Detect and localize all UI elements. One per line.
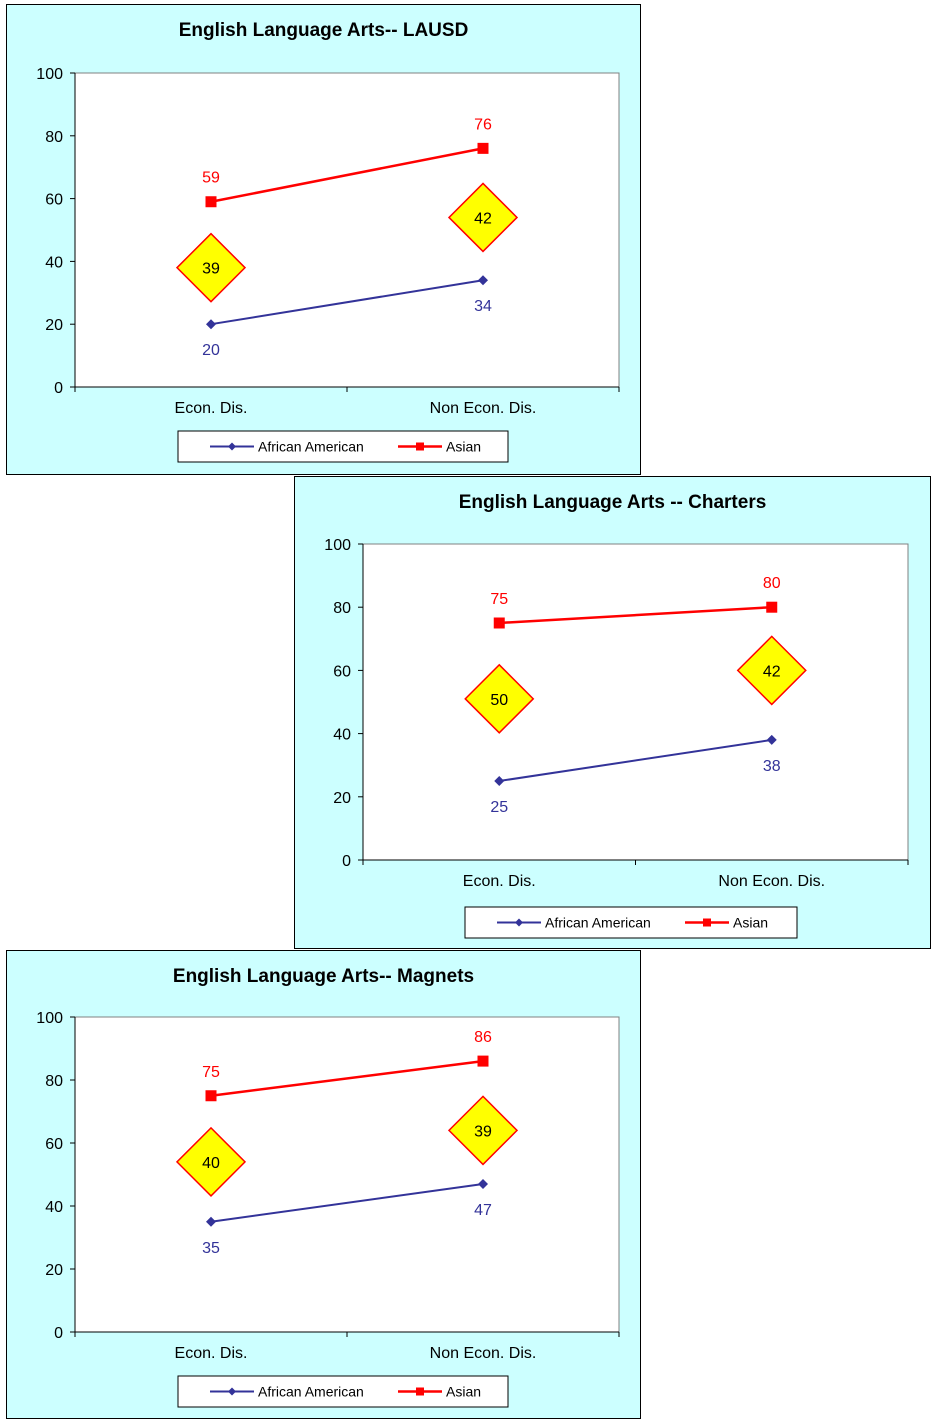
legend-marker-asian <box>416 1387 424 1396</box>
data-label-african-american: 20 <box>202 342 220 359</box>
x-tick-label: Non Econ. Dis. <box>430 1345 537 1362</box>
data-label-asian: 75 <box>490 591 508 608</box>
y-tick-label: 20 <box>333 790 351 807</box>
series-line-african-american <box>210 1182 484 1223</box>
gap-label: 39 <box>202 261 220 278</box>
y-tick-label: 60 <box>333 663 351 680</box>
data-point-african-american <box>478 1178 488 1189</box>
legend-label-african-american: African American <box>258 1384 364 1400</box>
gap-diamond <box>736 635 807 706</box>
series-line-african-american <box>210 279 484 326</box>
data-point-asian <box>205 1090 217 1102</box>
plot-area <box>74 72 620 388</box>
gap-label: 42 <box>474 210 492 227</box>
legend-marker-asian <box>703 918 711 927</box>
data-point-african-american <box>206 319 216 330</box>
chart-title: English Language Arts -- Charters <box>459 492 767 513</box>
legend-box <box>177 430 509 463</box>
gap-label: 50 <box>490 692 508 709</box>
chart-svg-magnets: English Language Arts-- Magnets 0 20 40 60 80… <box>36 966 620 1408</box>
y-tick-label: 40 <box>333 727 351 744</box>
data-point-asian <box>205 196 217 208</box>
legend-label-african-american: African American <box>258 439 364 455</box>
gap-label: 39 <box>474 1123 492 1140</box>
data-label-asian: 80 <box>763 575 781 592</box>
y-tick-label: 40 <box>45 254 63 271</box>
gap-diamond <box>175 232 247 303</box>
y-tick-label: 100 <box>324 537 351 554</box>
legend-marker-african-american <box>515 918 523 927</box>
chart-title: English Language Arts-- Magnets <box>173 966 474 987</box>
legend-label-asian: Asian <box>733 915 768 931</box>
data-point-african-american <box>478 275 488 286</box>
data-label-asian: 76 <box>474 116 492 133</box>
x-tick-label: Econ. Dis. <box>175 1345 248 1362</box>
legend-box <box>177 1375 509 1408</box>
legend-label-asian: Asian <box>446 439 481 455</box>
chart-title: English Language Arts-- LAUSD <box>179 20 469 41</box>
x-tick-label: Non Econ. Dis. <box>430 400 537 417</box>
data-point-african-american <box>494 776 505 786</box>
data-point-asian <box>493 617 505 629</box>
chart-panel-magnets: English Language Arts-- Magnets 0 20 40 60 80… <box>6 950 641 1419</box>
y-tick-label: 40 <box>45 1199 63 1216</box>
gap-diamond <box>447 1095 519 1166</box>
data-point-asian <box>477 1055 489 1067</box>
data-point-african-american <box>766 734 777 745</box>
y-tick-label: 80 <box>45 129 63 146</box>
data-label-asian: 75 <box>202 1064 220 1081</box>
y-tick-label: 60 <box>45 1136 63 1153</box>
series-line-asian <box>210 147 484 203</box>
data-point-african-american <box>206 1216 216 1227</box>
legend-label-african-american: African American <box>545 915 651 931</box>
gap-label: 42 <box>763 663 781 680</box>
y-tick-label: 0 <box>54 380 63 397</box>
series-line-asian <box>210 1059 484 1097</box>
y-tick-label: 80 <box>45 1073 63 1090</box>
y-tick-label: 0 <box>342 853 351 870</box>
y-tick-label: 60 <box>45 192 63 209</box>
legend-marker-african-american <box>228 442 236 451</box>
series-line-african-american <box>499 738 772 782</box>
legend-marker-asian <box>416 442 424 451</box>
data-point-asian <box>766 601 778 613</box>
gap-diamond <box>464 663 535 734</box>
data-point-asian <box>477 142 489 154</box>
chart-panel-charters: English Language Arts -- Charters 0 20 40 60… <box>294 476 931 949</box>
y-tick-label: 80 <box>333 600 351 617</box>
legend-marker-african-american <box>228 1387 236 1396</box>
data-label-african-american: 35 <box>202 1240 220 1257</box>
y-tick-label: 100 <box>36 1010 63 1027</box>
gap-diamond <box>447 182 519 253</box>
gap-diamond <box>175 1126 247 1197</box>
y-tick-label: 20 <box>45 1262 63 1279</box>
x-tick-label: Econ. Dis. <box>175 400 248 417</box>
chart-svg-lausd: English Language Arts-- LAUSD 0 20 40 60 80 10… <box>36 20 620 463</box>
y-tick-label: 20 <box>45 317 63 334</box>
x-tick-label: Econ. Dis. <box>463 873 536 890</box>
data-label-african-american: 34 <box>474 298 492 315</box>
data-label-african-american: 47 <box>474 1202 492 1219</box>
gap-label: 40 <box>202 1155 220 1172</box>
plot-area <box>74 1016 620 1333</box>
series-line-asian <box>499 605 772 625</box>
data-label-asian: 59 <box>202 170 220 187</box>
data-label-african-american: 25 <box>490 799 508 816</box>
chart-svg-charters: English Language Arts -- Charters 0 20 40 60… <box>324 492 909 939</box>
chart-panel-lausd: English Language Arts-- LAUSD 0 20 40 60 80 10… <box>6 4 641 475</box>
y-tick-label: 0 <box>54 1325 63 1342</box>
x-tick-label: Non Econ. Dis. <box>718 873 825 890</box>
y-tick-label: 100 <box>36 66 63 83</box>
data-label-asian: 86 <box>474 1029 492 1046</box>
legend-label-asian: Asian <box>446 1384 481 1400</box>
data-label-african-american: 38 <box>763 758 781 775</box>
plot-area <box>362 543 909 861</box>
